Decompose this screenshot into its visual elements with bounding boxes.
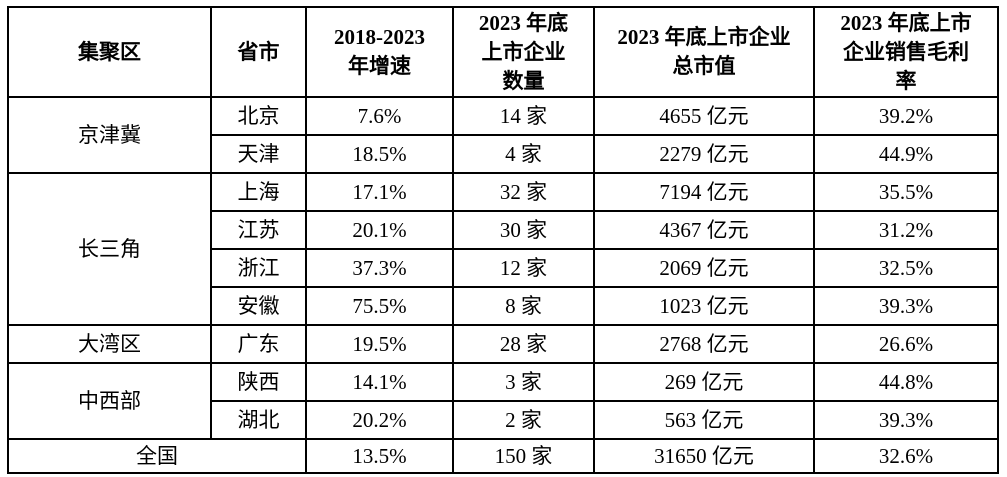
region-cell-zhongxibu: 中西部 xyxy=(7,362,212,440)
header-market-cap: 2023 年底上市企业 总市值 xyxy=(593,6,815,98)
row-anhui: 安徽 75.5% 8 家 1023 亿元 39.3% xyxy=(8,286,999,326)
count-cell: 3 家 xyxy=(452,362,595,402)
count-cell: 28 家 xyxy=(452,324,595,364)
market-cap-cell: 1023 亿元 xyxy=(593,286,815,326)
province-cell: 天津 xyxy=(210,134,307,174)
row-zhejiang: 浙江 37.3% 12 家 2069 亿元 32.5% xyxy=(8,248,999,288)
growth-cell: 13.5% xyxy=(305,438,454,474)
header-growth: 2018-2023 年增速 xyxy=(305,6,454,98)
market-cap-cell: 2768 亿元 xyxy=(593,324,815,364)
gross-margin-cell: 44.9% xyxy=(813,134,999,174)
growth-cell: 18.5% xyxy=(305,134,454,174)
market-cap-cell: 269 亿元 xyxy=(593,362,815,402)
province-cell: 陕西 xyxy=(210,362,307,402)
row-national-total: 全国 13.5% 150 家 31650 亿元 32.6% xyxy=(7,438,999,474)
row-hubei: 湖北 20.2% 2 家 563 亿元 39.3% xyxy=(8,400,999,440)
count-cell: 2 家 xyxy=(452,400,595,440)
gross-margin-cell: 31.2% xyxy=(813,210,999,250)
count-cell: 30 家 xyxy=(452,210,595,250)
province-cell: 江苏 xyxy=(210,210,307,250)
market-cap-cell: 4367 亿元 xyxy=(593,210,815,250)
province-cell: 安徽 xyxy=(210,286,307,326)
growth-cell: 20.2% xyxy=(305,400,454,440)
market-cap-cell: 2069 亿元 xyxy=(593,248,815,288)
gross-margin-cell: 39.3% xyxy=(813,286,999,326)
province-cell: 湖北 xyxy=(210,400,307,440)
market-cap-cell: 2279 亿元 xyxy=(593,134,815,174)
row-shanghai: 长三角 上海 17.1% 32 家 7194 亿元 35.5% xyxy=(7,172,999,326)
row-tianjin: 天津 18.5% 4 家 2279 亿元 44.9% xyxy=(8,134,999,174)
row-guangdong: 大湾区 广东 19.5% 28 家 2768 亿元 26.6% xyxy=(7,324,999,364)
gross-margin-cell: 35.5% xyxy=(813,172,999,212)
region-cell-jingjinji: 京津冀 xyxy=(7,96,212,174)
count-cell: 12 家 xyxy=(452,248,595,288)
gross-margin-cell: 39.2% xyxy=(813,96,999,136)
growth-cell: 37.3% xyxy=(305,248,454,288)
header-gross-margin: 2023 年底上市 企业销售毛利 率 xyxy=(813,6,999,98)
province-cell: 浙江 xyxy=(210,248,307,288)
growth-cell: 7.6% xyxy=(305,96,454,136)
market-cap-cell: 31650 亿元 xyxy=(593,438,815,474)
gross-margin-cell: 32.6% xyxy=(813,438,999,474)
gross-margin-cell: 44.8% xyxy=(813,362,999,402)
row-jiangsu: 江苏 20.1% 30 家 4367 亿元 31.2% xyxy=(8,210,999,250)
header-count: 2023 年底 上市企业 数量 xyxy=(452,6,595,98)
count-cell: 8 家 xyxy=(452,286,595,326)
header-province: 省市 xyxy=(210,6,307,98)
province-cell: 上海 xyxy=(210,172,307,212)
count-cell: 14 家 xyxy=(452,96,595,136)
growth-cell: 19.5% xyxy=(305,324,454,364)
count-cell: 32 家 xyxy=(452,172,595,212)
row-beijing: 京津冀 北京 7.6% 14 家 4655 亿元 39.2% xyxy=(7,96,999,174)
total-label-cell: 全国 xyxy=(7,438,307,474)
region-cell-dawanqu: 大湾区 xyxy=(7,324,212,364)
cluster-listed-companies-table: 集聚区 省市 2018-2023 年增速 2023 年底 上市企业 数量 202… xyxy=(7,6,999,474)
gross-margin-cell: 32.5% xyxy=(813,248,999,288)
gross-margin-cell: 39.3% xyxy=(813,400,999,440)
count-cell: 150 家 xyxy=(452,438,595,474)
province-cell: 北京 xyxy=(210,96,307,136)
market-cap-cell: 7194 亿元 xyxy=(593,172,815,212)
header-region: 集聚区 xyxy=(7,6,212,98)
market-cap-cell: 4655 亿元 xyxy=(593,96,815,136)
row-shaanxi: 中西部 陕西 14.1% 3 家 269 亿元 44.8% xyxy=(7,362,999,440)
count-cell: 4 家 xyxy=(452,134,595,174)
gross-margin-cell: 26.6% xyxy=(813,324,999,364)
growth-cell: 17.1% xyxy=(305,172,454,212)
header-row: 集聚区 省市 2018-2023 年增速 2023 年底 上市企业 数量 202… xyxy=(7,6,999,98)
market-cap-cell: 563 亿元 xyxy=(593,400,815,440)
region-cell-changsanjiao: 长三角 xyxy=(7,172,212,326)
growth-cell: 20.1% xyxy=(305,210,454,250)
growth-cell: 75.5% xyxy=(305,286,454,326)
growth-cell: 14.1% xyxy=(305,362,454,402)
province-cell: 广东 xyxy=(210,324,307,364)
